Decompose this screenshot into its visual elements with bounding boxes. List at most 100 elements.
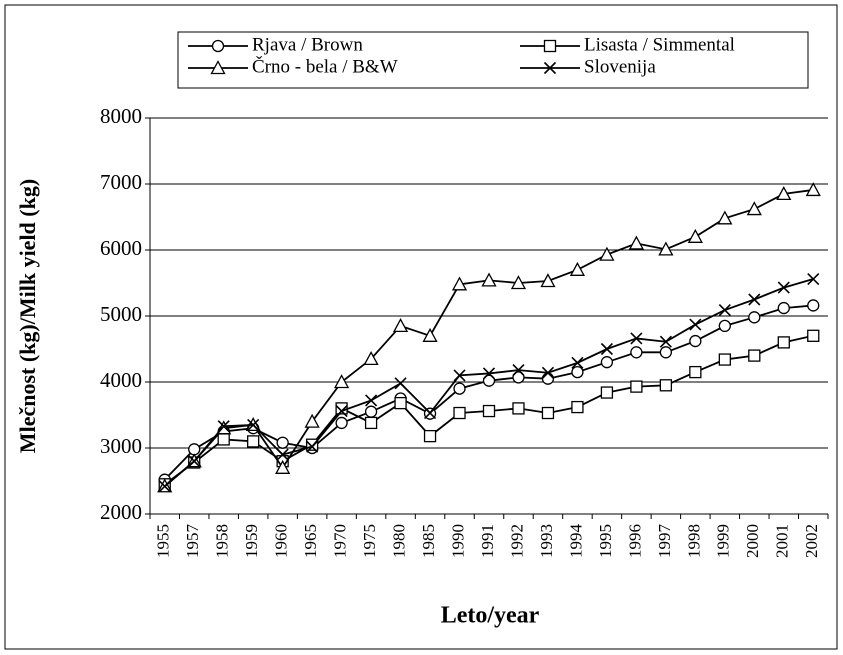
x-tick-label: 2000 <box>743 524 762 558</box>
x-tick-label: 1985 <box>419 524 438 558</box>
series-line <box>164 304 814 481</box>
marker <box>334 374 350 389</box>
marker <box>689 334 702 348</box>
y-tick-label: 5000 <box>100 302 142 326</box>
y-axis-label: Mlečnost (kg)/Milk yield (kg) <box>15 179 40 453</box>
marker <box>659 346 673 359</box>
marker <box>363 351 379 366</box>
y-tick-label: 6000 <box>100 236 142 260</box>
x-tick-label: 1998 <box>684 524 703 558</box>
marker <box>512 402 525 415</box>
marker <box>188 455 201 468</box>
marker <box>335 416 348 430</box>
marker <box>658 241 674 256</box>
marker <box>217 433 230 446</box>
marker <box>659 335 672 348</box>
marker <box>365 394 378 407</box>
marker <box>423 429 437 443</box>
x-tick-label: 2001 <box>773 524 792 558</box>
legend-label: Slovenija <box>584 56 656 77</box>
marker <box>659 379 673 392</box>
x-tick-label: 1975 <box>360 524 379 558</box>
x-tick-label: 1999 <box>714 524 733 558</box>
x-tick-label: 1958 <box>213 524 232 558</box>
marker <box>394 396 407 410</box>
legend-label: Črno - bela / B&W <box>252 55 398 77</box>
marker <box>305 438 319 451</box>
marker <box>364 416 378 430</box>
marker <box>158 480 171 493</box>
x-tick-label: 1992 <box>507 524 526 558</box>
marker <box>630 346 643 359</box>
marker <box>453 406 466 420</box>
x-tick-label: 1965 <box>301 524 320 558</box>
marker <box>304 413 320 428</box>
marker <box>481 272 497 287</box>
x-tick-label: 1970 <box>331 524 350 558</box>
marker <box>807 272 820 286</box>
x-tick-label: 1990 <box>448 524 467 558</box>
marker <box>541 372 555 385</box>
marker <box>777 281 790 294</box>
marker <box>335 404 348 418</box>
marker <box>392 318 409 333</box>
marker <box>600 356 614 369</box>
marker <box>599 246 615 261</box>
marker <box>748 293 761 306</box>
marker <box>805 182 821 197</box>
marker <box>687 228 703 243</box>
x-tick-label: 1957 <box>183 524 202 559</box>
marker <box>394 377 407 390</box>
marker <box>746 201 762 216</box>
marker <box>630 332 643 345</box>
x-tick-label: 1991 <box>478 524 497 558</box>
frame <box>4 4 838 650</box>
x-axis-label: Leto/year <box>441 603 540 629</box>
marker <box>510 275 527 290</box>
marker <box>276 436 289 449</box>
marker <box>210 60 226 75</box>
marker <box>689 365 702 379</box>
marker <box>211 39 225 53</box>
marker <box>364 405 378 418</box>
marker <box>276 448 289 461</box>
y-tick-label: 4000 <box>100 368 142 392</box>
legend-label: Lisasta / Simmental <box>584 34 735 55</box>
marker <box>571 365 584 379</box>
marker <box>541 406 555 420</box>
marker <box>306 440 319 453</box>
marker <box>630 380 643 393</box>
marker <box>571 400 584 414</box>
marker <box>217 420 230 433</box>
marker <box>422 327 438 342</box>
x-tick-label: 1994 <box>566 524 585 559</box>
x-tick-label: 1980 <box>389 524 408 558</box>
marker <box>628 235 644 250</box>
marker <box>188 443 201 456</box>
marker <box>247 418 260 431</box>
marker <box>569 261 586 276</box>
y-tick-label: 8000 <box>100 104 142 128</box>
marker <box>600 342 613 356</box>
marker <box>423 406 437 420</box>
marker <box>453 382 466 395</box>
marker <box>512 364 525 377</box>
x-tick-label: 1995 <box>596 524 615 558</box>
marker <box>718 303 731 317</box>
marker <box>748 311 761 324</box>
marker <box>718 353 731 366</box>
marker <box>571 356 584 369</box>
marker <box>247 435 260 448</box>
x-tick-label: 1955 <box>154 524 173 558</box>
marker <box>717 210 733 225</box>
marker <box>482 367 496 380</box>
marker <box>748 349 761 362</box>
marker <box>718 319 731 333</box>
marker <box>540 273 556 288</box>
marker <box>482 404 496 418</box>
marker <box>451 276 468 291</box>
marker <box>777 336 790 349</box>
marker <box>600 386 614 399</box>
x-tick-label: 1996 <box>625 524 644 558</box>
